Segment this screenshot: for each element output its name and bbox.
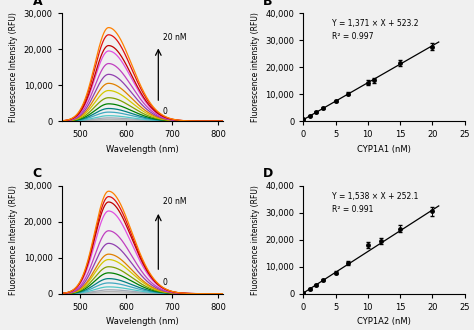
- Text: R² = 0.997: R² = 0.997: [332, 32, 374, 41]
- Text: A: A: [33, 0, 42, 8]
- Text: D: D: [263, 167, 273, 181]
- Text: R² = 0.991: R² = 0.991: [332, 205, 374, 214]
- X-axis label: Wavelength (nm): Wavelength (nm): [106, 317, 179, 326]
- Y-axis label: Fluorescence intensity (RFU): Fluorescence intensity (RFU): [251, 12, 260, 122]
- Y-axis label: Fluorescence Intensity (RFU): Fluorescence Intensity (RFU): [9, 12, 18, 122]
- Text: Y = 1,538 × X + 252.1: Y = 1,538 × X + 252.1: [332, 192, 419, 201]
- Text: Y = 1,371 × X + 523.2: Y = 1,371 × X + 523.2: [332, 19, 419, 28]
- Text: B: B: [263, 0, 273, 8]
- Y-axis label: Fluorescence intensity (RFU): Fluorescence intensity (RFU): [251, 185, 260, 295]
- Text: 20 nM: 20 nM: [163, 33, 186, 42]
- Text: 20 nM: 20 nM: [163, 197, 186, 206]
- Text: C: C: [33, 167, 42, 181]
- X-axis label: Wavelength (nm): Wavelength (nm): [106, 145, 179, 154]
- Text: 0: 0: [163, 278, 168, 286]
- Text: 0: 0: [163, 108, 168, 116]
- X-axis label: CYP1A2 (nM): CYP1A2 (nM): [357, 317, 411, 326]
- X-axis label: CYP1A1 (nM): CYP1A1 (nM): [357, 145, 411, 154]
- Y-axis label: Fluorescence Intensity (RFU): Fluorescence Intensity (RFU): [9, 185, 18, 295]
